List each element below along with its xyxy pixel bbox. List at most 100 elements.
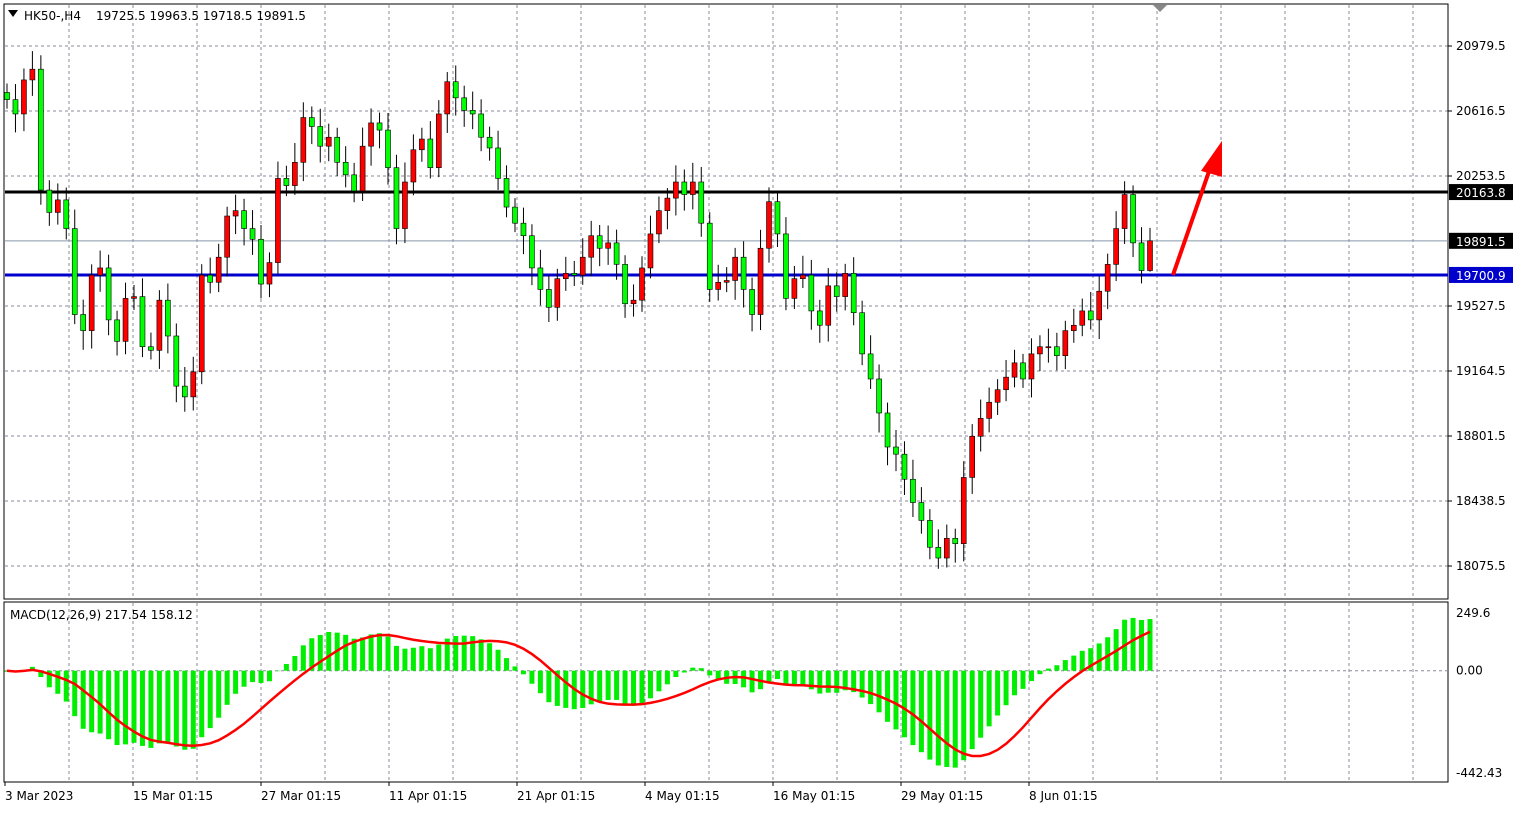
candle-body [716, 282, 721, 289]
candle-body [182, 386, 187, 397]
candle-body [690, 182, 695, 195]
macd-histogram-bar [157, 671, 162, 744]
macd-histogram-bar [834, 671, 839, 693]
macd-histogram-bar [513, 666, 518, 670]
candle-body [1054, 347, 1059, 356]
macd-histogram-bar [563, 671, 568, 708]
candle-body [445, 82, 450, 114]
candle-body [580, 257, 585, 275]
macd-histogram-bar [225, 671, 230, 705]
macd-histogram-bar [1080, 651, 1085, 671]
candle-body [1139, 243, 1144, 271]
candle-body [513, 207, 518, 223]
candle-body [259, 239, 264, 284]
macd-histogram-bar [123, 671, 128, 745]
macd-histogram-bar [148, 671, 153, 748]
candle-body [538, 268, 543, 289]
candle-body [1037, 347, 1042, 354]
macd-histogram-bar [504, 658, 509, 671]
macd-histogram-bar [894, 671, 899, 730]
macd-histogram-bar [428, 648, 433, 670]
price-tick-label: 20979.5 [1456, 39, 1506, 53]
macd-tick-label: 0.00 [1456, 664, 1483, 678]
candle-body [1071, 325, 1076, 330]
candle-body [250, 229, 255, 240]
macd-histogram-bar [369, 634, 374, 670]
macd-histogram-bar [707, 671, 712, 676]
candle-body [402, 182, 407, 229]
macd-histogram-bar [1131, 618, 1136, 671]
candle-body [13, 100, 18, 114]
candle-body [631, 300, 636, 304]
macd-histogram-bar [1139, 620, 1144, 671]
macd-histogram-bar [64, 671, 69, 702]
candle-body [809, 275, 814, 311]
candle-body [72, 229, 77, 315]
macd-histogram-bar [326, 632, 331, 671]
macd-histogram-bar [1071, 656, 1076, 671]
candle-body [750, 289, 755, 314]
macd-histogram-bar [496, 650, 501, 671]
candle-body [817, 311, 822, 325]
macd-histogram-bar [860, 671, 865, 698]
candle-body [673, 182, 678, 198]
macd-histogram-bar [1037, 671, 1042, 674]
macd-histogram-bar [936, 671, 941, 766]
macd-histogram-bar [953, 671, 958, 768]
candle-body [284, 178, 289, 185]
candle-body [885, 413, 890, 447]
macd-histogram-bar [1004, 671, 1009, 705]
macd-histogram-bar [1021, 671, 1026, 689]
candle-body [64, 200, 69, 229]
macd-histogram-bar [386, 637, 391, 671]
macd-histogram-bar [115, 671, 120, 745]
macd-histogram-bar [1097, 643, 1102, 670]
candle-body [606, 243, 611, 248]
macd-histogram-bar [877, 671, 882, 713]
candle-body [707, 223, 712, 289]
candle-body [89, 275, 94, 331]
macd-histogram-bar [343, 635, 348, 671]
candle-body [38, 69, 43, 190]
macd-histogram-bar [419, 646, 424, 670]
candle-body [309, 118, 314, 127]
candle-body [919, 503, 924, 521]
price-tick-label: 18075.5 [1456, 559, 1506, 573]
candle-body [546, 289, 551, 307]
macd-histogram-bar [259, 671, 264, 683]
candle-body [826, 286, 831, 325]
candle-body [529, 236, 534, 268]
candle-body [140, 297, 145, 347]
candle-body [1021, 363, 1026, 379]
time-tick-label: 15 Mar 01:15 [133, 789, 213, 803]
candle-body [995, 390, 1000, 403]
price-tick-label: 19164.5 [1456, 364, 1506, 378]
candle-body [123, 298, 128, 341]
candle-body [326, 137, 331, 146]
candle-body [115, 320, 120, 341]
macd-histogram-bar [767, 671, 772, 682]
macd-histogram-bar [783, 671, 788, 684]
candle-body [377, 123, 382, 130]
macd-histogram-bar [208, 671, 213, 728]
macd-histogram-bar [377, 633, 382, 670]
candle-body [21, 80, 26, 114]
macd-histogram-bar [250, 671, 255, 682]
candle-body [563, 273, 568, 278]
candle-body [733, 257, 738, 280]
candle-body [148, 347, 153, 351]
candle-body [98, 268, 103, 275]
candle-body [132, 297, 137, 299]
candle-body [1097, 291, 1102, 320]
macd-histogram-bar [199, 671, 204, 737]
macd-histogram-bar [910, 671, 915, 745]
candle-body [479, 114, 484, 137]
macd-histogram-bar [411, 648, 416, 671]
candle-body [1029, 354, 1034, 379]
time-tick-label: 8 Jun 01:15 [1029, 789, 1098, 803]
time-tick-label: 3 Mar 2023 [5, 789, 73, 803]
candle-body [462, 98, 467, 111]
candle-body [1012, 363, 1017, 377]
